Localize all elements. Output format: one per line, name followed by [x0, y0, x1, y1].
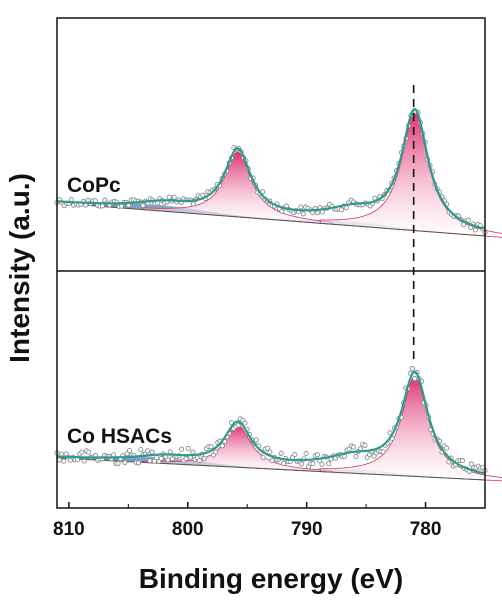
raw-data-point: [86, 449, 92, 455]
raw-data-point: [298, 204, 304, 210]
raw-data-point: [115, 460, 121, 466]
raw-data-point: [315, 210, 321, 216]
raw-data-point: [99, 203, 105, 209]
raw-data-point: [303, 450, 309, 457]
raw-data-point: [185, 445, 191, 452]
raw-data-point: [208, 444, 214, 450]
raw-data-point: [79, 449, 85, 455]
raw-data-point: [197, 458, 203, 464]
raw-data-point: [279, 208, 285, 214]
raw-data-point: [212, 449, 219, 455]
raw-data-point: [269, 457, 275, 464]
y-axis-title: Intensity (a.u.): [4, 173, 35, 363]
raw-data-point: [443, 445, 450, 451]
raw-data-point: [140, 202, 146, 209]
raw-data-point: [459, 458, 465, 464]
raw-data-point: [310, 461, 316, 467]
raw-data-point: [242, 420, 248, 426]
raw-data-point: [314, 452, 320, 458]
raw-data-point: [351, 444, 357, 450]
raw-data-point: [147, 458, 153, 464]
raw-data-point: [265, 445, 271, 451]
raw-data-point: [260, 455, 266, 461]
raw-data-point: [235, 422, 241, 428]
raw-data-point: [145, 448, 151, 454]
raw-data-point: [366, 452, 373, 458]
peak-fill-2p3-2: [319, 112, 502, 238]
fit-line: [56, 107, 485, 230]
fit-line: [57, 370, 485, 475]
raw-data-point: [219, 443, 225, 449]
raw-data-point: [81, 458, 87, 464]
background-line: [56, 457, 486, 481]
raw-data-point: [56, 457, 62, 463]
raw-data-point: [300, 211, 306, 217]
raw-data-point: [280, 460, 287, 467]
raw-data-point: [346, 446, 352, 452]
raw-data-point: [338, 207, 345, 213]
raw-data-point: [135, 460, 142, 466]
raw-data-point: [201, 456, 207, 462]
raw-data-point: [190, 449, 196, 455]
raw-data-point: [111, 452, 117, 458]
raw-data-point: [468, 461, 474, 467]
raw-data-point: [409, 366, 416, 372]
raw-data-point: [353, 454, 359, 460]
raw-data-point: [299, 461, 305, 467]
raw-data-point: [171, 194, 177, 200]
raw-data-point: [149, 449, 155, 455]
raw-data-point: [319, 461, 325, 467]
x-axis-ticks: 810 800 790 780: [53, 502, 486, 540]
raw-data-point: [343, 205, 349, 211]
raw-data-point: [58, 451, 65, 457]
x-tick-label: 790: [291, 519, 323, 540]
x-tick-label: 810: [53, 519, 85, 540]
panel-bottom: [54, 366, 502, 482]
raw-data-point: [183, 456, 189, 462]
raw-data-point: [138, 446, 144, 453]
raw-data-point: [179, 446, 185, 452]
raw-data-point: [446, 459, 452, 465]
raw-data-point: [165, 457, 171, 463]
raw-data-point: [460, 222, 467, 228]
panel-label-co-hsacs: Co HSACs: [67, 425, 172, 448]
raw-data-point: [167, 449, 173, 455]
raw-data-point: [253, 437, 259, 443]
raw-data-point: [362, 442, 368, 448]
x-tick-label: 800: [172, 519, 204, 540]
raw-data-point: [122, 459, 128, 466]
raw-data-point: [380, 449, 386, 455]
raw-data-point: [158, 455, 164, 462]
raw-data-point: [326, 461, 332, 467]
raw-data-point: [342, 453, 348, 460]
raw-data-point: [61, 458, 67, 464]
raw-data-point: [292, 452, 298, 458]
raw-data-point: [190, 201, 196, 207]
raw-data-point: [472, 227, 478, 233]
raw-data-point: [412, 376, 418, 382]
raw-data-point: [267, 449, 273, 455]
panel-top: [54, 107, 502, 238]
plot-frame: [56, 17, 486, 509]
x-tick-label: 780: [410, 519, 442, 540]
raw-data-point: [166, 194, 172, 200]
raw-data-point: [278, 450, 284, 456]
panel-label-copc: CoPc: [67, 174, 121, 197]
raw-data-point: [126, 447, 133, 454]
x-axis-title: Binding energy (eV): [139, 563, 403, 594]
